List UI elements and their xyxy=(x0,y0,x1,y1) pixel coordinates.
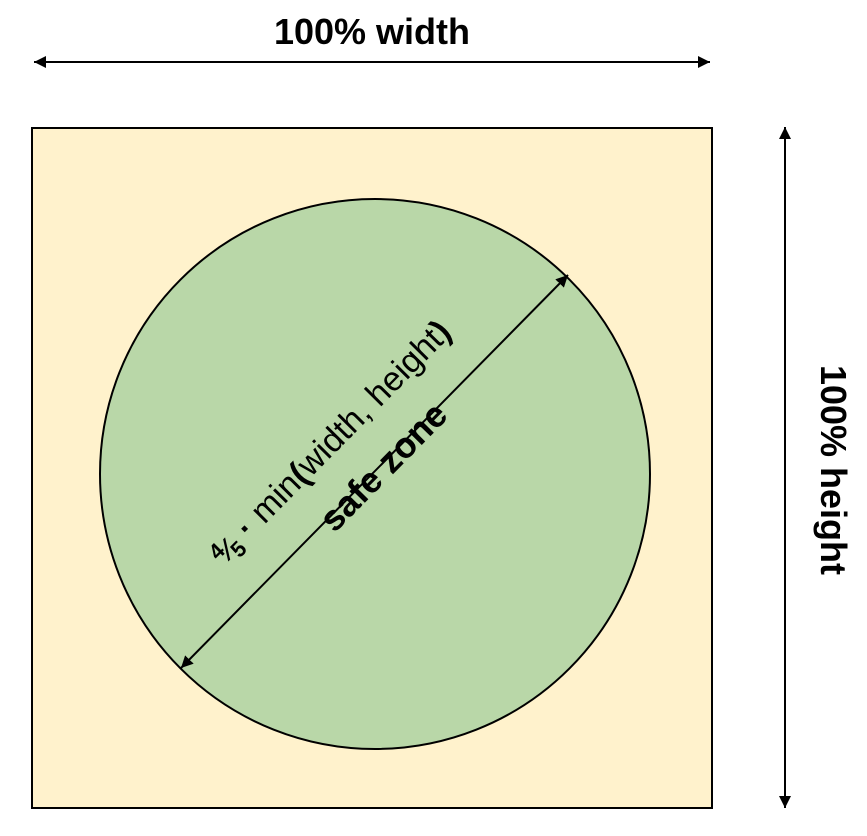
diameter-arrow xyxy=(180,274,569,669)
height-label: 100% height xyxy=(813,365,854,575)
width-label: 100% width xyxy=(274,11,470,52)
